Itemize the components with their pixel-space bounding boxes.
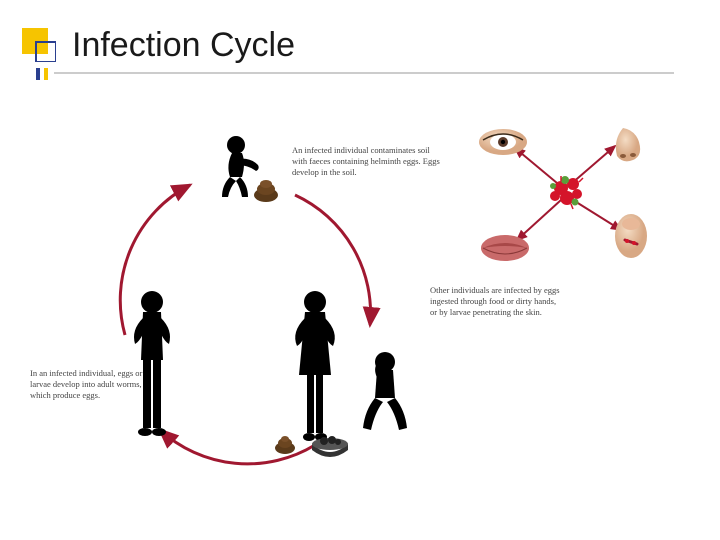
pathogen-entry-diagram bbox=[475, 122, 655, 262]
infection-cycle-diagram: An infected individual contaminates soil… bbox=[70, 110, 670, 520]
figure-new-host-child bbox=[355, 350, 415, 450]
caption-contamination: An infected individual contaminates soil… bbox=[292, 145, 442, 178]
caption-ingestion: Other individuals are infected by eggs i… bbox=[430, 285, 565, 318]
tick-icon bbox=[36, 68, 40, 80]
tick-icon bbox=[44, 68, 48, 80]
caption-development: In an infected individual, eggs or larva… bbox=[30, 368, 150, 401]
figure-contaminating bbox=[208, 135, 293, 215]
title-underline bbox=[54, 72, 674, 74]
contaminated-food-icon bbox=[270, 420, 360, 465]
title-bullet bbox=[22, 28, 56, 62]
page-title: Infection Cycle bbox=[72, 26, 295, 65]
